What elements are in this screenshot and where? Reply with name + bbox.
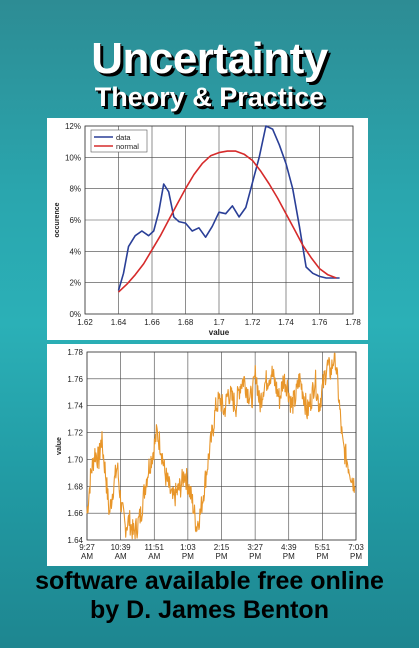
book-title: Uncertainty (91, 34, 328, 83)
y-tick-label: 1.72 (67, 429, 83, 438)
x-tick-label: PM (283, 552, 295, 561)
x-tick-label: 9:27 (79, 543, 95, 552)
timeseries-chart: 9:27AM10:39AM11:51AM1:03PM2:15PM3:27PM4:… (56, 348, 364, 561)
y-tick-label: 6% (69, 216, 81, 225)
y-axis-label: value (56, 437, 63, 455)
x-tick-label: PM (316, 552, 328, 561)
x-tick-label: 3:27 (247, 543, 263, 552)
y-tick-label: 4% (69, 247, 81, 256)
y-tick-label: 1.78 (67, 348, 83, 357)
x-tick-label: AM (148, 552, 160, 561)
x-tick-label: 10:39 (111, 543, 132, 552)
x-tick-label: 1.74 (278, 318, 294, 327)
series-line-data (117, 125, 340, 291)
distribution-chart-panel: 1.62 1.64 1.66 1.68 1.7 1.72 1.74 1.76 1.78 0% 2% 4… (47, 118, 368, 340)
x-tick-label: 1.72 (245, 318, 261, 327)
x-tick-label: 4:39 (281, 543, 297, 552)
x-tick-label: PM (249, 552, 261, 561)
y-tick-label: 1.76 (67, 375, 83, 384)
x-tick-label: 1.78 (345, 318, 361, 327)
x-tick-label: PM (216, 552, 228, 561)
x-tick-label: 7:03 (348, 543, 364, 552)
x-tick-label: 1.64 (111, 318, 127, 327)
y-tick-label: 1.66 (67, 509, 83, 518)
x-tick-label: 1.7 (213, 318, 225, 327)
x-tick-label: 2:15 (214, 543, 230, 552)
y-tick-label: 1.68 (67, 482, 83, 491)
footer-tagline: software available free online (35, 567, 384, 595)
y-tick-label: 0% (69, 310, 81, 319)
y-tick-label: 1.64 (67, 536, 83, 545)
x-tick-label: 1.66 (144, 318, 160, 327)
timeseries-chart-panel: 9:27 AM 10:39 AM 11:51 AM 1:03 PM 2:15 PM 3:27 PM 4:… (47, 344, 368, 566)
y-tick-label: 8% (69, 185, 81, 194)
x-tick-label: 5:51 (315, 543, 331, 552)
x-tick-label: PM (350, 552, 362, 561)
x-tick-label: 11:51 (145, 543, 165, 552)
x-tick-label: 1:03 (180, 543, 196, 552)
x-axis-label: value (209, 328, 230, 337)
x-tick-label: 1.76 (312, 318, 328, 327)
x-tick-label: 1.62 (77, 318, 93, 327)
y-tick-label: 12% (65, 122, 81, 131)
x-tick-label: PM (182, 552, 194, 561)
y-axis-label: occurence (54, 202, 61, 237)
x-tick-label: AM (81, 552, 93, 561)
legend-label-normal: normal (116, 142, 139, 151)
y-tick-label: 2% (69, 279, 81, 288)
author-line: by D. James Benton (90, 596, 329, 624)
legend-label-data: data (116, 133, 131, 142)
book-subtitle: Theory & Practice (94, 82, 325, 112)
series-line-normal (117, 150, 337, 293)
y-tick-label: 10% (65, 153, 81, 162)
y-tick-label: 1.74 (67, 402, 83, 411)
x-tick-label: 1.68 (178, 318, 194, 327)
x-tick-label: AM (115, 552, 127, 561)
series-line-series-0 (86, 352, 356, 540)
distribution-chart: 1.62 1.64 1.66 1.68 1.7 1.72 1.74 1.76 1.78 0% 2% 4… (54, 122, 361, 337)
y-tick-label: 1.70 (67, 455, 83, 464)
